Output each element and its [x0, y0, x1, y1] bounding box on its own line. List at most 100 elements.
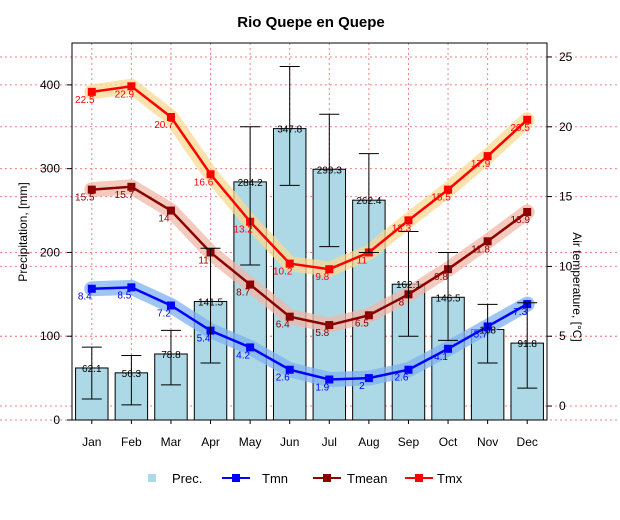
temp-value-label: 11 — [198, 255, 209, 266]
plot-frame — [71, 42, 548, 421]
precip-value-label: 108 — [479, 326, 496, 337]
temp-value-label: 2.6 — [276, 373, 290, 384]
temp-value-label: 8.4 — [78, 292, 92, 303]
x-tick-label: Jan — [82, 435, 101, 449]
precip-value-label: 284.2 — [238, 178, 263, 189]
legend-marker-tmn — [232, 474, 240, 482]
temp-lines — [87, 82, 532, 384]
point-tmx — [127, 82, 136, 91]
temp-value-label: 22.5 — [75, 95, 95, 106]
temp-value-label: 7.2 — [157, 309, 171, 320]
point-tmn — [127, 283, 136, 292]
point-tmx — [325, 265, 334, 274]
y-left-tick-label: 0 — [53, 413, 60, 427]
legend-label-tmn: Tmn — [262, 471, 288, 486]
x-tick-label: Oct — [439, 435, 458, 449]
temp-value-label: 13.3 — [392, 223, 412, 234]
axes: Jan Feb Mar Apr May Jun Jul Aug Sep Oct Nov Dec0100… — [40, 50, 573, 449]
point-tmx — [285, 259, 294, 268]
x-tick-label: Dec — [517, 435, 538, 449]
temp-value-label: 15.5 — [431, 193, 451, 204]
legend-marker-tmx — [415, 474, 423, 482]
temp-value-label: 10.2 — [273, 267, 293, 278]
y-left-tick-label: 400 — [40, 78, 60, 92]
x-tick-label: Jul — [322, 435, 337, 449]
point-tmx — [206, 170, 215, 179]
temp-value-label: 9.8 — [315, 272, 329, 283]
y-right-label: Air temperature, [°C] — [570, 232, 584, 342]
point-tmn — [364, 374, 373, 383]
point-tmean — [127, 182, 136, 191]
temp-value-label: 15.5 — [75, 193, 95, 204]
temp-value-label: 20.5 — [510, 123, 530, 134]
precip-value-label: 347.8 — [277, 125, 302, 136]
point-tmn — [87, 284, 96, 293]
temp-value-label: 8.7 — [236, 288, 250, 299]
y-right-tick-label: 20 — [559, 120, 573, 134]
x-tick-label: Mar — [161, 435, 182, 449]
line-tmx — [91, 84, 529, 271]
temp-value-label: 9.8 — [434, 272, 448, 283]
temp-value-label: 5.7 — [474, 329, 488, 340]
y-right-tick-label: 0 — [559, 399, 566, 413]
legend: Prec. Tmn Tmean Tmx — [148, 471, 463, 486]
legend-label-tmean: Tmean — [347, 471, 387, 486]
y-right-tick-label: 15 — [559, 190, 573, 204]
data-labels: 62.1 56.378.8141.5284.2347.8299.3262.4162… — [75, 89, 537, 393]
temp-value-label: 4.1 — [434, 352, 448, 363]
y-left-tick-label: 100 — [40, 329, 60, 343]
temp-value-label: 11.8 — [471, 244, 490, 255]
temp-value-label: 15.7 — [115, 190, 135, 201]
temp-value-label: 5.8 — [315, 328, 329, 339]
precip-value-label: 56.3 — [122, 369, 142, 380]
y-left-tick-label: 300 — [40, 162, 60, 176]
point-tmean — [166, 206, 175, 215]
temp-value-label: 6.4 — [276, 320, 290, 331]
point-tmean — [483, 237, 492, 246]
point-tmean — [523, 207, 532, 216]
y-right-tick-label: 5 — [559, 329, 566, 343]
temp-value-label: 6.5 — [355, 318, 369, 329]
point-tmx — [87, 87, 96, 96]
point-tmx — [166, 113, 175, 122]
x-tick-label: Aug — [358, 435, 379, 449]
precip-value-label: 91.8 — [517, 339, 537, 350]
grid-lines — [0, 43, 620, 421]
legend-label-tmx: Tmx — [437, 471, 463, 486]
temp-value-label: 13.9 — [510, 215, 530, 226]
x-tick-label: Nov — [477, 435, 498, 449]
point-tmean — [285, 312, 294, 321]
legend-label-prec: Prec. — [172, 471, 202, 486]
precip-value-label: 62.1 — [82, 364, 102, 375]
precip-value-label: 78.8 — [161, 350, 181, 361]
legend-swatch-prec — [148, 474, 156, 482]
y-right-tick-label: 10 — [559, 259, 573, 273]
temp-value-label: 2.6 — [395, 373, 409, 384]
temp-value-label: 8 — [399, 297, 405, 308]
temp-value-label: 7.3 — [513, 307, 527, 318]
point-tmn — [246, 343, 255, 352]
x-tick-label: May — [239, 435, 262, 449]
temp-value-label: 16.6 — [194, 177, 214, 188]
point-tmn — [404, 365, 413, 374]
x-tick-label: Feb — [121, 435, 142, 449]
point-tmean — [246, 280, 255, 289]
temp-value-label: 17.9 — [471, 159, 491, 170]
point-tmx — [404, 216, 413, 225]
line-tmean — [91, 185, 528, 327]
y-right-tick-label: 25 — [559, 50, 573, 64]
legend-marker-tmean — [323, 474, 331, 482]
precip-value-label: 141.5 — [198, 297, 223, 308]
x-tick-label: Apr — [201, 435, 220, 449]
temp-value-label: 14 — [158, 214, 170, 225]
temp-value-label: 11 — [357, 255, 368, 266]
chart-title: Rio Quepe en Quepe — [237, 14, 385, 31]
temp-value-label: 1.9 — [315, 383, 329, 394]
y-left-tick-label: 200 — [40, 245, 60, 259]
point-tmean — [364, 311, 373, 320]
y-left-label: Precipitation, [mm] — [16, 182, 30, 281]
precip-value-label: 299.3 — [317, 165, 342, 176]
precip-value-label: 146.5 — [436, 293, 461, 304]
temp-value-label: 4.2 — [236, 350, 250, 361]
precip-value-label: 162.1 — [396, 280, 421, 291]
